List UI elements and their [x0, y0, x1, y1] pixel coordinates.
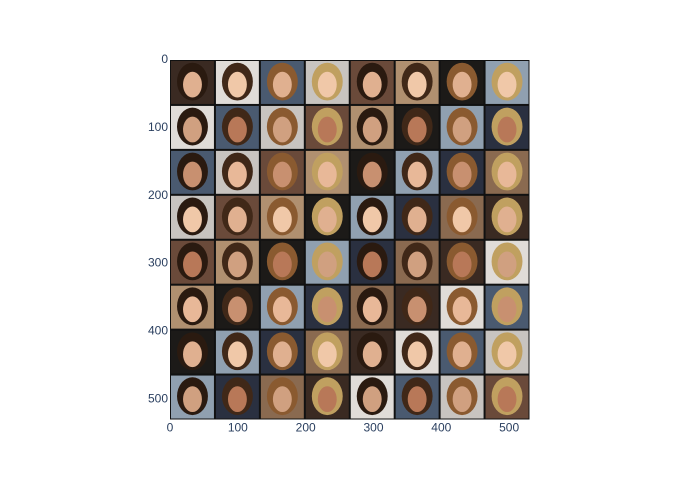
tile-face	[497, 341, 517, 368]
tile-face	[183, 251, 202, 278]
y-tick-label: 0	[161, 52, 168, 66]
tile-face	[362, 251, 382, 278]
tile-face	[272, 71, 292, 98]
y-tick-label: 300	[148, 256, 168, 270]
tile-face	[452, 71, 472, 98]
tile-face	[407, 386, 427, 413]
tile-face	[317, 206, 337, 233]
tile-face	[272, 251, 292, 278]
tile-face	[452, 161, 472, 188]
tile-face	[227, 71, 247, 98]
tile-face	[362, 71, 382, 98]
y-tick-label: 400	[148, 323, 168, 337]
tile-face	[407, 206, 427, 233]
tile-face	[317, 296, 337, 323]
tile-face	[362, 341, 382, 368]
tile-face	[317, 251, 337, 278]
image-grid	[170, 60, 530, 420]
tile-face	[407, 251, 427, 278]
tile-face	[183, 386, 202, 413]
tile-face	[452, 341, 472, 368]
tile-face	[317, 341, 337, 368]
tile-face	[272, 116, 292, 143]
tile-face	[452, 206, 472, 233]
tile-face	[452, 386, 472, 413]
tile-face	[272, 161, 292, 188]
tile-face	[227, 206, 247, 233]
tile-face	[272, 296, 292, 323]
tile-face	[497, 71, 517, 98]
tile-face	[362, 161, 382, 188]
tile-face	[497, 296, 517, 323]
tile-face	[317, 386, 337, 413]
tile-face	[362, 386, 382, 413]
x-tick-label: 200	[296, 421, 316, 435]
y-tick-label: 200	[148, 188, 168, 202]
tile-face	[407, 71, 427, 98]
tile-face	[452, 116, 472, 143]
tile-face	[227, 386, 247, 413]
tile-face	[183, 341, 202, 368]
y-tick-label: 100	[148, 120, 168, 134]
tile-face	[452, 251, 472, 278]
tile-face	[497, 386, 517, 413]
tile-face	[183, 296, 202, 323]
x-tick-label: 0	[167, 421, 174, 435]
tile-face	[407, 296, 427, 323]
tile-face	[272, 386, 292, 413]
tile-face	[227, 116, 247, 143]
x-tick-label: 500	[499, 421, 519, 435]
x-tick-label: 100	[228, 421, 248, 435]
tile-face	[183, 206, 202, 233]
tile-face	[183, 71, 202, 98]
x-tick-label: 400	[431, 421, 451, 435]
tile-face	[317, 161, 337, 188]
tile-face	[497, 161, 517, 188]
tile-face	[227, 251, 247, 278]
tile-face	[227, 341, 247, 368]
y-tick-label: 500	[148, 391, 168, 405]
tile-face	[272, 206, 292, 233]
tile-face	[317, 116, 337, 143]
tile-face	[497, 116, 517, 143]
tile-face	[183, 161, 202, 188]
tile-face	[452, 296, 472, 323]
tile-face	[497, 251, 517, 278]
tile-face	[183, 116, 202, 143]
tile-face	[407, 161, 427, 188]
tile-face	[407, 341, 427, 368]
tile-face	[362, 206, 382, 233]
tile-face	[362, 296, 382, 323]
tile-face	[362, 116, 382, 143]
tile-face	[497, 206, 517, 233]
tile-face	[227, 296, 247, 323]
tile-face	[407, 116, 427, 143]
tile-face	[272, 341, 292, 368]
tile-face	[227, 161, 247, 188]
x-tick-label: 300	[363, 421, 383, 435]
tile-face	[317, 71, 337, 98]
